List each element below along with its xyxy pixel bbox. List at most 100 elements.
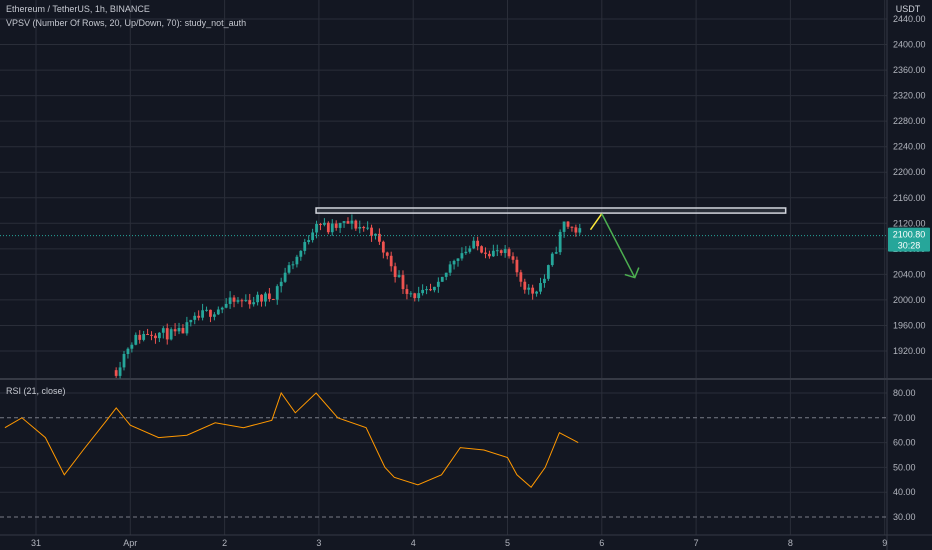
candle-body[interactable] [405,289,409,294]
candle-body[interactable] [275,286,279,300]
projection-down-leg[interactable] [601,213,636,278]
candle-body[interactable] [472,240,476,249]
candle-body[interactable] [425,289,428,291]
candle-body[interactable] [256,294,260,303]
candle-body[interactable] [311,232,315,241]
candle-body[interactable] [354,220,358,229]
candle-body[interactable] [527,287,531,290]
candle-body[interactable] [201,310,204,318]
candle-body[interactable] [535,291,538,294]
candle-body[interactable] [118,367,122,376]
candle-body[interactable] [444,272,448,277]
candle-body[interactable] [350,220,354,224]
candle-body[interactable] [326,222,330,233]
candle-body[interactable] [283,272,287,282]
candle-body[interactable] [232,297,236,302]
candle-body[interactable] [421,289,425,294]
rsi-line[interactable] [4,391,579,488]
candle-body[interactable] [342,221,346,223]
candle-body[interactable] [157,332,161,339]
candle-body[interactable] [189,319,193,323]
candle-body[interactable] [460,253,464,259]
candle-body[interactable] [519,272,523,282]
candle-body[interactable] [452,260,456,265]
candle-body[interactable] [161,328,165,333]
candle-body[interactable] [429,289,432,291]
candle-body[interactable] [267,293,271,299]
vpsv-indicator-legend[interactable]: VPSV (Number Of Rows, 20, Up/Down, 70): … [6,18,247,28]
candle-body[interactable] [134,334,138,345]
candle-body[interactable] [197,315,201,318]
candle-body[interactable] [330,223,334,233]
candle-body[interactable] [433,286,436,291]
candle-body[interactable] [279,281,283,287]
candle-body[interactable] [248,300,252,305]
candle-body[interactable] [488,253,491,257]
candle-body[interactable] [334,223,338,228]
price-pane[interactable] [0,214,887,379]
candle-body[interactable] [385,252,389,256]
candle-body[interactable] [114,370,118,376]
candle-body[interactable] [480,246,483,253]
rsi-pane[interactable] [0,391,887,518]
candle-body[interactable] [130,344,134,349]
candle-body[interactable] [299,250,303,257]
drawings[interactable] [315,207,787,279]
candle-body[interactable] [193,315,197,320]
candle-body[interactable] [209,309,212,317]
candle-body[interactable] [554,252,558,254]
candle-body[interactable] [484,252,487,254]
candle-body[interactable] [543,278,546,284]
candle-body[interactable] [319,223,322,225]
candle-body[interactable] [287,265,291,273]
candle-body[interactable] [142,334,146,340]
candle-body[interactable] [150,334,153,336]
candle-body[interactable] [138,334,142,340]
candle-body[interactable] [562,221,566,232]
candle-body[interactable] [252,302,256,305]
candle-body[interactable] [338,222,342,228]
candle-body[interactable] [574,227,578,233]
candle-body[interactable] [295,256,299,265]
candle-body[interactable] [448,264,452,273]
rsi-legend[interactable]: RSI (21, close) [6,386,66,396]
candle-body[interactable] [374,233,377,236]
candle-body[interactable] [546,265,550,279]
candle-body[interactable] [165,328,169,340]
candle-body[interactable] [173,329,177,332]
candle-body[interactable] [346,221,350,224]
candle-body[interactable] [303,242,307,251]
candle-body[interactable] [177,328,181,332]
candle-body[interactable] [476,240,480,247]
projection-up-leg[interactable] [589,213,603,231]
candle-body[interactable] [366,227,370,229]
candle-body[interactable] [260,294,263,302]
candle-body[interactable] [205,309,208,311]
candle-body[interactable] [220,307,224,310]
candle-body[interactable] [228,297,232,304]
candle-body[interactable] [409,293,413,295]
candle-body[interactable] [503,249,507,254]
candle-body[interactable] [499,250,503,254]
candle-body[interactable] [515,259,519,273]
candle-body[interactable] [495,250,499,252]
candle-body[interactable] [468,248,472,252]
candle-body[interactable] [264,293,267,302]
candle-body[interactable] [181,328,185,334]
candle-body[interactable] [169,329,173,340]
candle-body[interactable] [550,253,554,266]
candle-body[interactable] [362,226,366,229]
candle-body[interactable] [539,283,542,292]
candle-body[interactable] [456,258,460,261]
candle-body[interactable] [413,293,417,299]
candle-body[interactable] [417,293,421,299]
candle-body[interactable] [370,227,373,236]
candle-body[interactable] [216,309,220,315]
candle-body[interactable] [212,314,216,317]
candle-body[interactable] [126,348,130,354]
candle-body[interactable] [291,264,295,266]
resistance-zone-rectangle[interactable] [315,207,787,214]
candle-body[interactable] [523,281,527,290]
candle-body[interactable] [307,240,311,243]
